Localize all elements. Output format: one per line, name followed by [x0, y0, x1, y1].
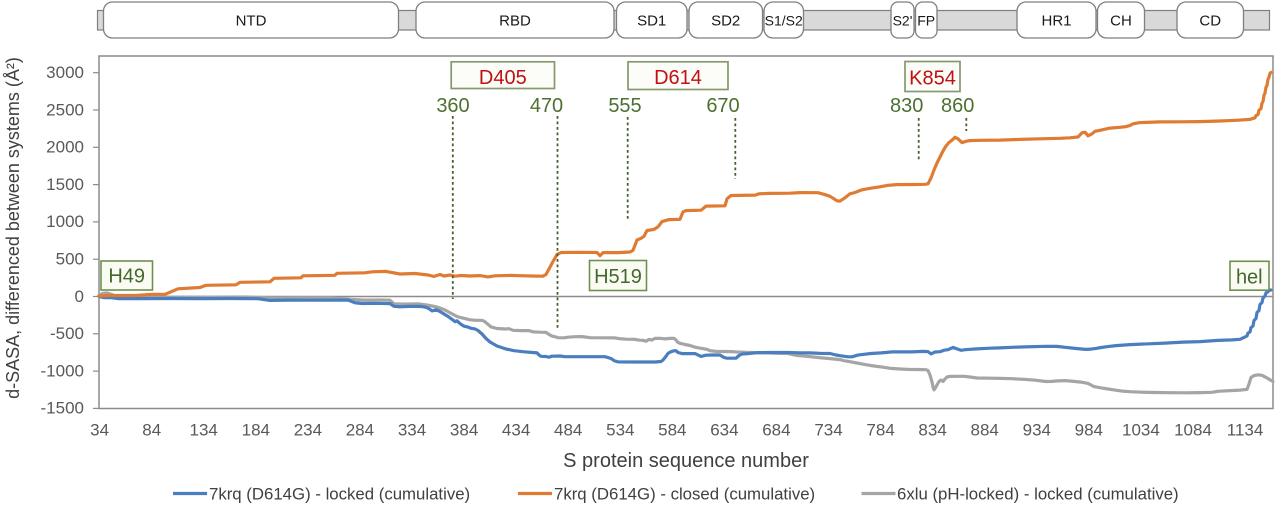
- svg-text:S2': S2': [893, 13, 913, 29]
- svg-text:284: 284: [346, 421, 374, 440]
- svg-text:S1/S2: S1/S2: [765, 13, 803, 29]
- svg-text:860: 860: [941, 95, 974, 117]
- svg-text:S protein sequence number: S protein sequence number: [563, 450, 809, 472]
- svg-text:384: 384: [450, 421, 478, 440]
- svg-text:734: 734: [814, 421, 842, 440]
- svg-text:234: 234: [294, 421, 322, 440]
- svg-text:184: 184: [242, 421, 270, 440]
- svg-text:634: 634: [710, 421, 738, 440]
- svg-text:CH: CH: [1110, 13, 1132, 30]
- svg-text:134: 134: [190, 421, 218, 440]
- svg-text:0: 0: [75, 287, 84, 306]
- svg-text:84: 84: [142, 421, 161, 440]
- svg-text:D405: D405: [479, 67, 527, 89]
- svg-text:830: 830: [890, 95, 923, 117]
- svg-text:-1000: -1000: [41, 361, 84, 380]
- svg-text:555: 555: [608, 95, 641, 117]
- svg-text:3000: 3000: [46, 63, 84, 82]
- svg-text:834: 834: [918, 421, 946, 440]
- svg-text:7krq (D614G) - closed (cumulat: 7krq (D614G) - closed (cumulative): [554, 485, 815, 504]
- svg-text:484: 484: [554, 421, 582, 440]
- svg-text:1500: 1500: [46, 175, 84, 194]
- svg-text:SD1: SD1: [637, 13, 666, 30]
- svg-text:670: 670: [706, 95, 739, 117]
- svg-text:584: 584: [658, 421, 686, 440]
- svg-text:H519: H519: [594, 266, 642, 288]
- svg-text:1034: 1034: [1122, 421, 1160, 440]
- svg-text:-1500: -1500: [41, 399, 84, 418]
- svg-text:SD2: SD2: [711, 13, 740, 30]
- svg-text:434: 434: [502, 421, 530, 440]
- svg-text:34: 34: [90, 421, 109, 440]
- svg-text:d-SASA, differenced between sy: d-SASA, differenced between systems (Å²): [3, 57, 23, 399]
- svg-text:K854: K854: [909, 68, 956, 90]
- svg-text:hel: hel: [1236, 267, 1263, 289]
- svg-text:360: 360: [436, 95, 469, 117]
- svg-text:984: 984: [1075, 421, 1103, 440]
- svg-text:1134: 1134: [1227, 421, 1264, 440]
- svg-text:FP: FP: [917, 13, 935, 29]
- svg-text:884: 884: [971, 421, 999, 440]
- svg-text:2000: 2000: [46, 138, 84, 157]
- svg-text:534: 534: [606, 421, 634, 440]
- svg-text:CD: CD: [1199, 13, 1221, 30]
- svg-text:HR1: HR1: [1041, 13, 1071, 30]
- svg-text:684: 684: [762, 421, 790, 440]
- svg-text:934: 934: [1023, 421, 1051, 440]
- svg-text:1084: 1084: [1174, 421, 1212, 440]
- svg-text:500: 500: [56, 250, 84, 269]
- svg-text:7krq (D614G) - locked (cumulat: 7krq (D614G) - locked (cumulative): [209, 485, 470, 504]
- svg-text:6xlu (pH-locked) - locked (cum: 6xlu (pH-locked) - locked (cumulative): [897, 485, 1179, 504]
- svg-text:H49: H49: [108, 266, 145, 288]
- svg-text:1000: 1000: [46, 212, 84, 231]
- svg-text:D614: D614: [654, 67, 702, 89]
- svg-text:NTD: NTD: [236, 13, 267, 30]
- svg-text:334: 334: [398, 421, 426, 440]
- svg-text:784: 784: [866, 421, 894, 440]
- svg-text:RBD: RBD: [499, 13, 531, 30]
- svg-text:2500: 2500: [46, 100, 84, 119]
- svg-text:-500: -500: [50, 324, 84, 343]
- svg-text:470: 470: [530, 95, 563, 117]
